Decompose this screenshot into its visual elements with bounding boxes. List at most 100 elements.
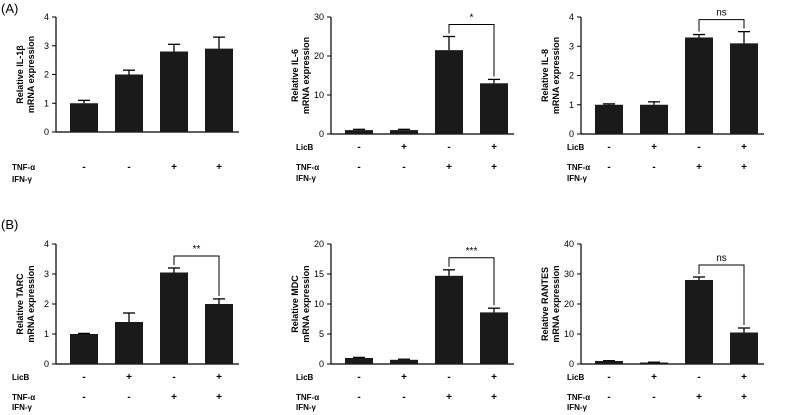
- y-tick-label: 3: [44, 41, 49, 51]
- y-tick-label: 10: [564, 329, 574, 339]
- condition-label: TNF-α: [567, 393, 590, 402]
- bar: [115, 322, 143, 364]
- condition-label: TNF-α: [12, 393, 35, 402]
- significance-label: ns: [716, 8, 727, 19]
- condition-sign: -: [127, 162, 130, 173]
- condition-sign: -: [172, 372, 175, 383]
- y-tick-label: 2: [569, 71, 574, 81]
- y-tick-label: 0: [569, 129, 574, 139]
- bar: [435, 50, 463, 134]
- condition-sign: -: [697, 372, 700, 383]
- condition-sign: +: [446, 392, 452, 403]
- y-axis-label: mRNA expression: [301, 37, 311, 114]
- y-tick-label: 0: [44, 359, 49, 369]
- condition-sign: +: [216, 392, 222, 403]
- condition-sign: -: [402, 162, 405, 173]
- bar: [345, 358, 373, 364]
- y-tick-label: 20: [314, 239, 324, 249]
- condition-sign: +: [216, 372, 222, 383]
- condition-sign: +: [401, 372, 407, 383]
- condition-sign: -: [607, 372, 610, 383]
- bar: [685, 280, 713, 364]
- condition-sign: +: [171, 392, 177, 403]
- condition-label: IFN-γ: [296, 174, 317, 183]
- condition-sign: +: [491, 392, 497, 403]
- condition-label: LicB: [296, 373, 314, 382]
- condition-label: IFN-γ: [12, 403, 33, 412]
- condition-sign: +: [741, 162, 747, 173]
- condition-label: IFN-γ: [567, 403, 588, 412]
- panel-label-a: (A): [1, 1, 18, 16]
- y-axis-label: Relative IL-6: [290, 49, 300, 102]
- y-tick-label: 5: [319, 329, 324, 339]
- condition-sign: +: [651, 142, 657, 153]
- bar-chart-6: 0 10 20 30 40 Relative RANTES mRNA expression n…: [540, 239, 764, 412]
- condition-sign: +: [696, 162, 702, 173]
- bar: [435, 275, 463, 364]
- condition-label: TNF-α: [12, 163, 35, 172]
- bar-chart-1: 0 1 2 3 4 Relative IL-1β mRNA expression TNF-α -…: [12, 12, 239, 184]
- bar: [480, 83, 508, 134]
- condition-sign: +: [491, 142, 497, 153]
- y-tick-label: 1: [44, 329, 49, 339]
- y-tick-label: 0: [569, 359, 574, 369]
- y-axis-label: Relative MDC: [290, 275, 300, 333]
- condition-label: IFN-γ: [296, 403, 317, 412]
- condition-sign: +: [401, 142, 407, 153]
- bar: [640, 362, 668, 364]
- y-tick-label: 30: [564, 269, 574, 279]
- condition-sign: -: [357, 392, 360, 403]
- bar: [595, 104, 623, 134]
- y-tick-label: 4: [44, 12, 49, 22]
- bar-chart-2: 0 10 20 30 Relative IL-6 mRNA expression * LicB…: [290, 12, 514, 183]
- y-tick-label: 0: [319, 129, 324, 139]
- bar-chart-4: 0 1 2 3 4 Relative TARC mRNA expression ** LicB -…: [12, 239, 239, 412]
- y-tick-label: 0: [319, 359, 324, 369]
- y-axis-label: mRNA expression: [301, 265, 311, 342]
- y-tick-label: 20: [564, 299, 574, 309]
- y-tick-label: 30: [314, 12, 324, 22]
- y-axis-label: Relative IL-1β: [15, 45, 25, 104]
- y-axis-label: mRNA expression: [26, 36, 36, 113]
- y-axis-label: Relative IL-8: [540, 49, 550, 102]
- condition-sign: +: [491, 372, 497, 383]
- bar: [480, 312, 508, 364]
- condition-sign: -: [697, 142, 700, 153]
- condition-sign: +: [741, 392, 747, 403]
- condition-sign: +: [741, 372, 747, 383]
- condition-label: IFN-γ: [12, 175, 33, 184]
- condition-sign: -: [357, 162, 360, 173]
- significance-bracket: [173, 255, 220, 296]
- condition-sign: +: [696, 392, 702, 403]
- condition-sign: -: [607, 162, 610, 173]
- condition-label: LicB: [296, 143, 314, 152]
- significance-bracket: [698, 264, 745, 325]
- y-axis-label: mRNA expression: [26, 265, 36, 342]
- panel-label-b: (B): [1, 217, 18, 232]
- bar: [345, 130, 373, 134]
- bar: [640, 104, 668, 134]
- condition-label: LicB: [567, 373, 585, 382]
- condition-sign: -: [652, 392, 655, 403]
- condition-sign: -: [357, 142, 360, 153]
- significance-label: ns: [716, 253, 727, 264]
- y-tick-label: 1: [569, 100, 574, 110]
- y-tick-label: 1: [44, 98, 49, 108]
- condition-sign: -: [82, 392, 85, 403]
- condition-label: TNF-α: [296, 393, 319, 402]
- condition-sign: -: [357, 372, 360, 383]
- significance-bracket: [698, 19, 745, 32]
- condition-sign: -: [82, 162, 85, 173]
- condition-label: LicB: [12, 373, 30, 382]
- significance-label: *: [470, 13, 474, 24]
- bar-chart-5: 0 5 10 15 20 Relative MDC mRNA expression *** Li…: [290, 239, 514, 412]
- y-tick-label: 4: [569, 12, 574, 22]
- condition-sign: -: [402, 392, 405, 403]
- condition-label: TNF-α: [296, 163, 319, 172]
- bar-chart-3: 0 1 2 3 4 Relative IL-8 mRNA expression ns LicB -…: [540, 8, 764, 183]
- condition-label: LicB: [567, 143, 585, 152]
- y-tick-label: 2: [44, 299, 49, 309]
- condition-sign: +: [171, 162, 177, 173]
- y-axis-label: Relative TARC: [15, 273, 25, 335]
- bar: [70, 103, 98, 132]
